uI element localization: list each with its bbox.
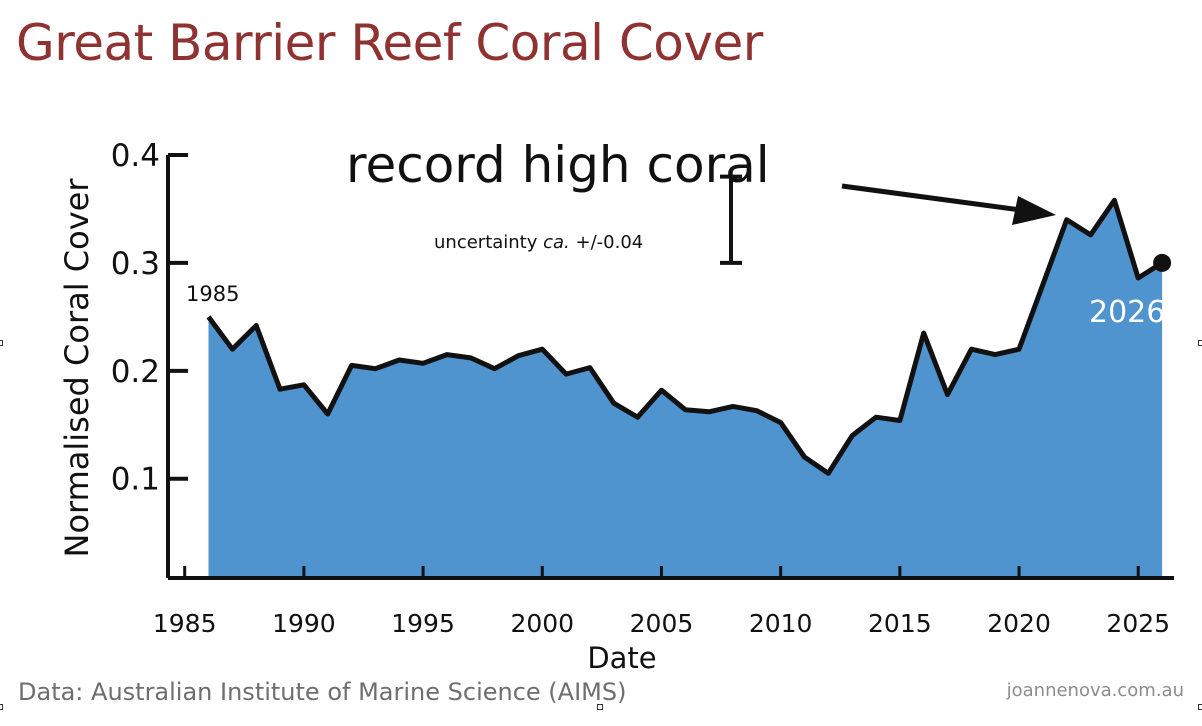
page-title: Great Barrier Reef Coral Cover: [16, 14, 763, 72]
x-tick-label-1985: 1985: [153, 609, 217, 638]
record-arrow: [841, 183, 1056, 225]
y-axis-label: Normalised Coral Cover: [58, 178, 96, 558]
start-year-label: 1985: [186, 282, 239, 306]
end-year-label: 2026: [1089, 295, 1165, 330]
uncertainty-label: uncertainty ca. +/-0.04: [434, 232, 643, 253]
x-tick-label-1995: 1995: [391, 609, 455, 638]
y-tick-label-0.4: 0.4: [111, 138, 160, 174]
x-tick-label-2005: 2005: [630, 609, 694, 638]
x-tick-label-1990: 1990: [272, 609, 336, 638]
resize-handle-bottom-right[interactable]: [1198, 704, 1202, 710]
x-axis-label: Date: [587, 641, 656, 675]
resize-handle-bottom-left[interactable]: [0, 704, 3, 710]
coral-cover-area: [208, 200, 1163, 579]
uncertainty-error-bar: [720, 174, 742, 265]
x-tick-label-2010: 2010: [749, 609, 813, 638]
resize-handle-left[interactable]: [0, 340, 3, 346]
latest-point-marker: [1153, 253, 1172, 272]
y-tick-label-0.1: 0.1: [111, 462, 160, 498]
y-tick-label-0.3: 0.3: [111, 246, 160, 282]
resize-handle-right[interactable]: [1198, 340, 1202, 346]
x-tick-label-2025: 2025: [1106, 609, 1170, 638]
x-tick-label-2000: 2000: [510, 609, 574, 638]
coral-cover-line: [206, 197, 1164, 476]
record-high-annotation: record high coral: [346, 136, 770, 194]
x-tick-label-2020: 2020: [987, 609, 1051, 638]
resize-handle-bottom[interactable]: [597, 704, 603, 710]
data-source: Data: Australian Institute of Marine Sci…: [18, 678, 627, 706]
x-tick-label-2015: 2015: [868, 609, 932, 638]
watermark: joannenova.com.au: [1006, 680, 1184, 701]
y-tick-label-0.2: 0.2: [111, 354, 160, 390]
